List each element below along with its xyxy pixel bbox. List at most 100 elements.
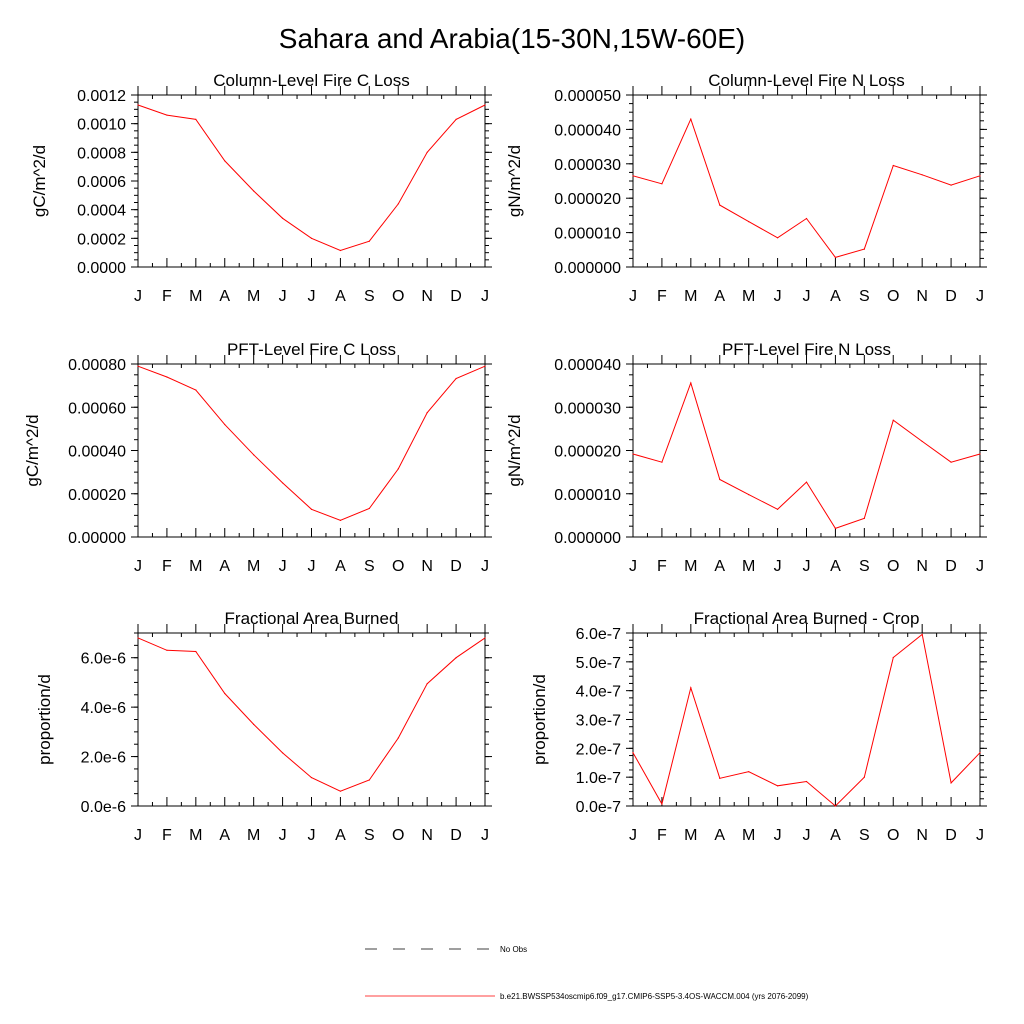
data-point: [137, 637, 139, 639]
data-point: [632, 752, 634, 754]
data-point: [339, 249, 342, 252]
x-tick-label: D: [945, 827, 957, 844]
x-tick-label: J: [629, 827, 637, 844]
y-tick-label: 1.0e-7: [576, 770, 621, 787]
data-point: [310, 508, 313, 510]
x-tick-label: O: [887, 827, 899, 844]
x-tick-label: J: [774, 558, 782, 575]
data-point: [166, 114, 168, 116]
x-tick-label: D: [450, 827, 462, 844]
data-point: [426, 151, 428, 153]
x-tick-label: A: [219, 288, 230, 305]
x-tick-label: N: [916, 288, 928, 305]
panel-title: Column-Level Fire N Loss: [708, 71, 905, 90]
data-point: [166, 649, 168, 651]
data-point: [632, 453, 634, 455]
data-point: [921, 440, 923, 443]
y-tick-label: 0.000010: [554, 487, 621, 504]
data-point: [921, 633, 923, 636]
y-tick-label: 5.0e-7: [576, 655, 621, 672]
series-line: [137, 365, 486, 521]
x-tick-label: D: [450, 288, 462, 305]
x-tick-label: J: [629, 288, 637, 305]
data-point: [281, 752, 284, 754]
data-point: [950, 461, 952, 463]
panel-title: PFT-Level Fire C Loss: [227, 340, 396, 359]
data-point: [455, 657, 457, 659]
plot-frame: [632, 94, 981, 268]
x-tick-label: J: [803, 558, 811, 575]
data-point: [863, 248, 865, 250]
data-point: [195, 650, 197, 653]
x-tick-label: J: [279, 558, 287, 575]
x-tick-label: O: [392, 827, 404, 844]
data-point: [834, 527, 837, 529]
data-point: [339, 519, 342, 521]
data-point: [397, 468, 399, 470]
x-tick-label: M: [742, 827, 755, 844]
data-point: [921, 174, 923, 176]
y-tick-label: 0.0004: [77, 203, 126, 220]
data-point: [426, 683, 428, 685]
x-tick-label: A: [335, 827, 346, 844]
x-tick-label: D: [945, 558, 957, 575]
x-tick-label: A: [830, 827, 841, 844]
y-tick-label: 6.0e-7: [576, 626, 621, 643]
data-point: [863, 517, 865, 520]
data-point: [863, 776, 865, 778]
series-line: [137, 637, 486, 792]
y-tick-label: 0.0010: [77, 117, 126, 134]
series-line: [632, 381, 981, 530]
x-tick-label: S: [859, 288, 870, 305]
data-point: [719, 478, 721, 481]
panel-title: PFT-Level Fire N Loss: [722, 340, 891, 359]
data-point: [805, 481, 808, 483]
x-tick-label: A: [335, 288, 346, 305]
x-tick-label: S: [859, 827, 870, 844]
x-tick-label: J: [134, 827, 142, 844]
x-tick-label: F: [162, 558, 172, 575]
x-tick-label: J: [629, 558, 637, 575]
data-point: [397, 203, 399, 205]
x-tick-label: N: [916, 558, 928, 575]
plot-frame: [632, 632, 981, 807]
data-point: [484, 365, 486, 367]
x-tick-label: F: [657, 558, 667, 575]
y-tick-label: 0.000040: [554, 357, 621, 374]
x-tick-label: J: [976, 827, 984, 844]
data-point: [834, 256, 837, 258]
x-tick-label: M: [742, 558, 755, 575]
x-tick-label: J: [279, 288, 287, 305]
x-tick-label: J: [279, 827, 287, 844]
panel-title: Column-Level Fire C Loss: [213, 71, 410, 90]
x-tick-label: M: [189, 558, 202, 575]
data-point: [137, 365, 139, 367]
data-point: [690, 687, 692, 689]
y-tick-label: 0.000000: [554, 260, 621, 277]
data-point: [661, 183, 663, 185]
y-tick-label: 2.0e-7: [576, 741, 621, 758]
x-tick-label: M: [189, 288, 202, 305]
data-point: [979, 453, 981, 455]
data-point: [776, 508, 779, 510]
x-tick-label: A: [714, 827, 725, 844]
y-tick-label: 0.000030: [554, 157, 621, 174]
x-tick-label: A: [335, 558, 346, 575]
data-point: [195, 389, 197, 391]
legend-obs-label: No Obs: [500, 945, 527, 954]
x-tick-label: J: [481, 827, 489, 844]
y-tick-label: 0.00000: [68, 530, 126, 547]
x-tick-label: O: [887, 288, 899, 305]
x-tick-label: A: [714, 558, 725, 575]
x-tick-label: S: [364, 288, 375, 305]
chart-panel: Fractional Area Burned - Crop proportion/…: [530, 609, 987, 844]
data-point: [748, 771, 750, 773]
x-tick-label: M: [189, 827, 202, 844]
y-axis-label: gN/m^2/d: [505, 414, 524, 486]
data-point: [748, 220, 750, 223]
data-point: [776, 785, 779, 787]
x-tick-label: A: [219, 827, 230, 844]
x-tick-label: D: [945, 288, 957, 305]
